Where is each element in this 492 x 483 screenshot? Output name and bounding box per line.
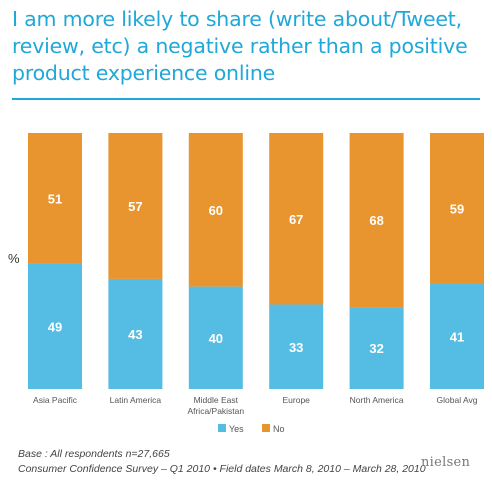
data-label-no-middle-east-africa-pakistan: 60 bbox=[209, 203, 223, 218]
bar-no-europe bbox=[269, 133, 324, 305]
bar-yes-north-america bbox=[349, 307, 404, 389]
y-axis-unit-label: % bbox=[8, 251, 20, 266]
title-divider bbox=[12, 98, 480, 100]
legend-swatch-yes bbox=[218, 424, 226, 432]
bar-no-latin-america bbox=[108, 133, 163, 279]
x-tick-label-middle-east-africa-pakistan-line-2: Africa/Pakistan bbox=[187, 406, 244, 416]
legend-swatch-no bbox=[262, 424, 270, 432]
data-label-no-asia-pacific: 51 bbox=[48, 191, 62, 206]
nielsen-logo: nielsen bbox=[421, 455, 471, 470]
legend-label-yes: Yes bbox=[229, 424, 244, 434]
bar-yes-global-avg bbox=[430, 284, 484, 389]
x-tick-label-middle-east-africa-pakistan-line-1: Middle East bbox=[194, 395, 239, 405]
data-label-yes-europe: 33 bbox=[289, 340, 303, 355]
bar-no-north-america bbox=[349, 133, 404, 308]
x-tick-label-global-avg: Global Avg bbox=[437, 395, 478, 405]
data-label-yes-global-avg: 41 bbox=[450, 330, 464, 345]
bar-yes-middle-east-africa-pakistan bbox=[188, 286, 243, 389]
data-label-no-global-avg: 59 bbox=[450, 202, 464, 217]
x-tick-label-europe: Europe bbox=[282, 395, 310, 405]
bar-no-global-avg bbox=[430, 133, 484, 285]
data-label-no-europe: 67 bbox=[289, 212, 303, 227]
bar-no-middle-east-africa-pakistan bbox=[188, 133, 243, 287]
data-label-no-north-america: 68 bbox=[369, 213, 383, 228]
footer-base-note: Base : All respondents n=27,665 bbox=[18, 448, 170, 460]
x-tick-label-north-america: North America bbox=[350, 395, 404, 405]
bar-yes-europe bbox=[269, 304, 324, 389]
legend-label-no: No bbox=[273, 424, 285, 434]
x-tick-label-latin-america: Latin America bbox=[110, 395, 162, 405]
data-label-no-latin-america: 57 bbox=[128, 199, 142, 214]
footer-source-note: Consumer Confidence Survey – Q1 2010 • F… bbox=[18, 463, 426, 475]
data-label-yes-middle-east-africa-pakistan: 40 bbox=[209, 331, 223, 346]
data-label-yes-asia-pacific: 49 bbox=[48, 319, 62, 334]
data-label-yes-latin-america: 43 bbox=[128, 327, 142, 342]
bar-no-asia-pacific bbox=[28, 133, 82, 264]
x-tick-label-asia-pacific: Asia Pacific bbox=[33, 395, 78, 405]
data-label-yes-north-america: 32 bbox=[369, 341, 383, 356]
bar-yes-asia-pacific bbox=[28, 263, 82, 389]
chart-title: I am more likely to share (write about/T… bbox=[12, 7, 468, 85]
bar-yes-latin-america bbox=[108, 278, 163, 389]
